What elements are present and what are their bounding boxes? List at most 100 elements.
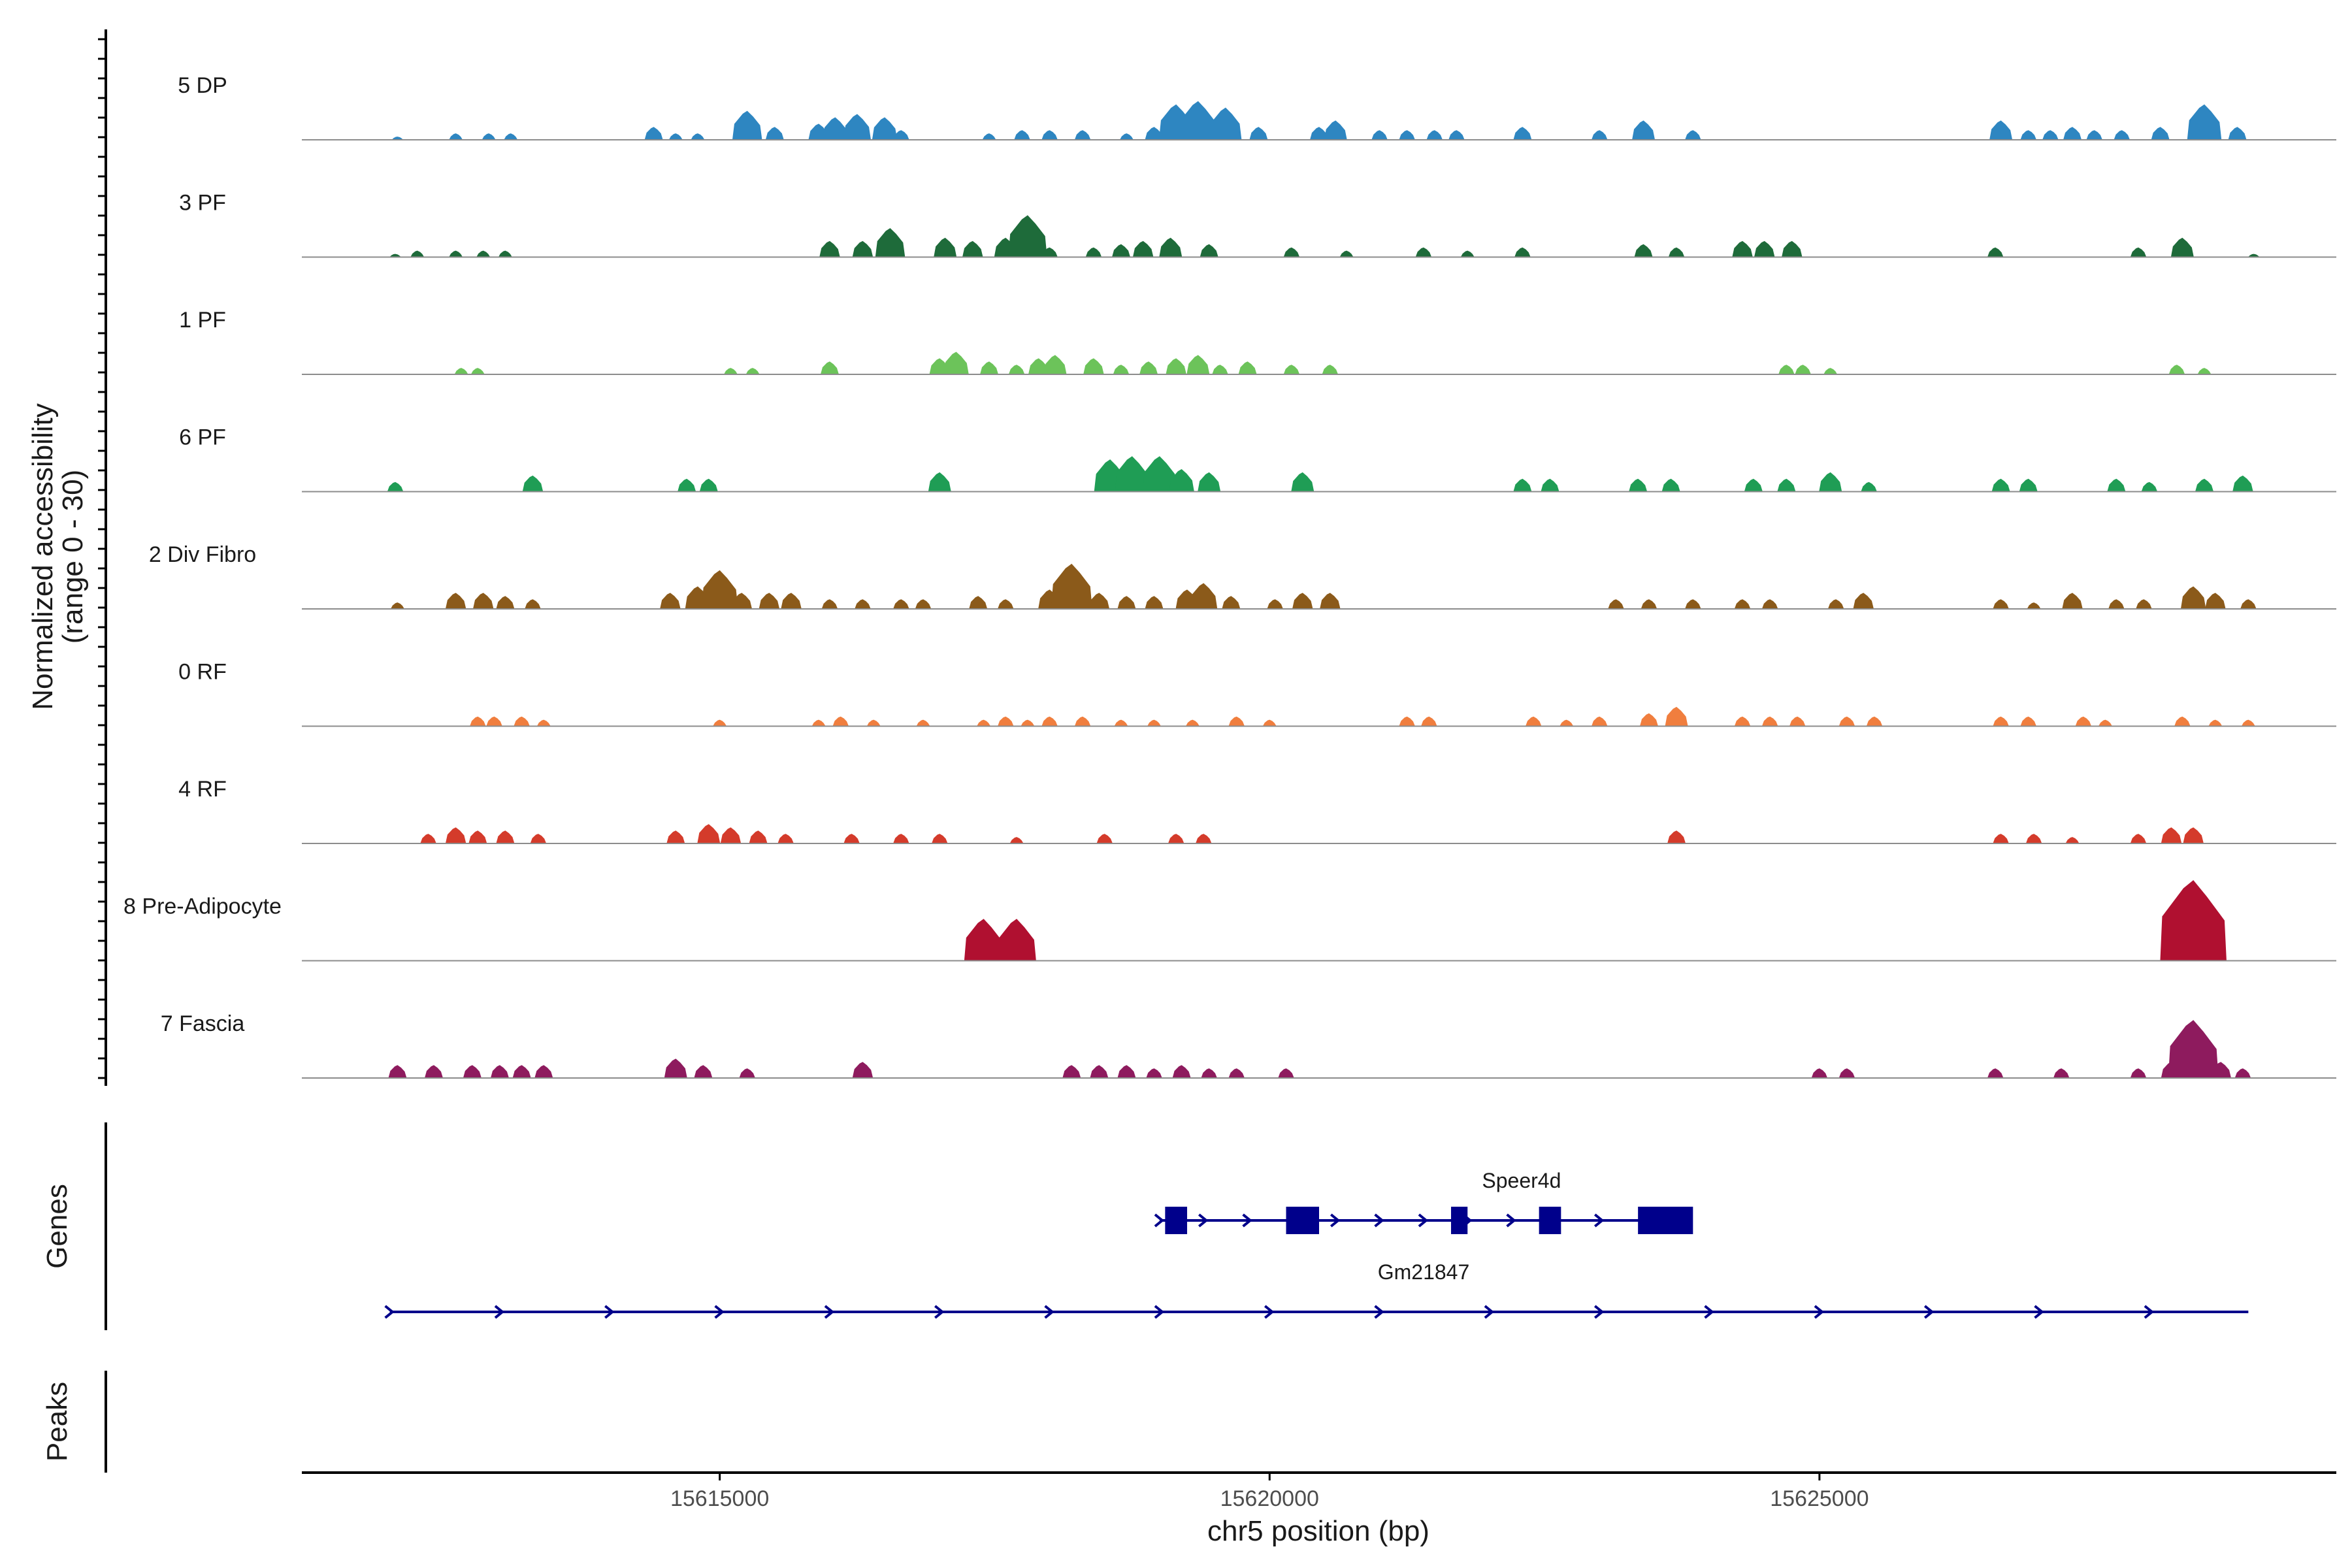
accessibility-peak — [1761, 599, 1778, 609]
strand-arrow — [1506, 1213, 1516, 1228]
accessibility-peak — [1267, 599, 1283, 609]
accessibility-peak — [391, 137, 404, 140]
accessibility-peak — [2174, 716, 2191, 727]
accessibility-peak — [498, 250, 512, 257]
gene-gm21847: Gm21847 — [384, 1260, 2249, 1319]
accessibility-peak — [2183, 827, 2204, 843]
accessibility-peak — [1639, 713, 1658, 727]
x-tick-label: 15620000 — [1220, 1486, 1319, 1511]
accessibility-peak — [1146, 1068, 1162, 1078]
accessibility-peak — [2168, 1020, 2219, 1078]
accessibility-peak — [2130, 247, 2147, 257]
accessibility-peak — [2053, 1068, 2070, 1078]
accessibility-peak — [2065, 837, 2080, 843]
accessibility-peak — [490, 1065, 509, 1078]
accessibility-peak — [1249, 127, 1268, 140]
accessibility-peak — [723, 368, 738, 374]
accessibility-peak — [2180, 586, 2206, 609]
accessibility-peak — [928, 472, 951, 492]
accessibility-peak — [852, 1062, 874, 1078]
accessibility-peak — [1399, 130, 1415, 140]
accessibility-peak — [1291, 472, 1315, 492]
accessibility-peak — [1513, 478, 1532, 492]
accessibility-peak — [1665, 706, 1688, 727]
accessibility-peak — [739, 1068, 755, 1078]
accessibility-peak — [1008, 365, 1025, 374]
accessibility-peak — [1987, 247, 2004, 257]
accessibility-peak — [1629, 478, 1648, 492]
accessibility-peak — [1145, 127, 1164, 140]
accessibility-peak — [504, 133, 518, 140]
accessibility-peak — [1119, 133, 1134, 140]
accessibility-peak — [2208, 719, 2223, 727]
accessibility-peak — [1179, 101, 1217, 140]
accessibility-peak — [468, 830, 487, 843]
accessibility-peak — [1310, 127, 1328, 140]
accessibility-peak — [1667, 830, 1686, 843]
strand-arrow — [2144, 1305, 2155, 1319]
accessibility-peak — [998, 716, 1014, 727]
gene-exon — [1165, 1207, 1188, 1234]
accessibility-peak — [2240, 599, 2257, 609]
accessibility-peak — [2228, 127, 2247, 140]
accessibility-peak — [1085, 247, 1102, 257]
accessibility-peak — [2168, 365, 2185, 374]
accessibility-peak — [731, 593, 753, 609]
y-axis-title-line1: Normalized accessibility — [27, 403, 59, 710]
accessibility-peak — [1142, 456, 1177, 492]
accessibility-peak — [821, 599, 838, 609]
accessibility-peak — [1641, 599, 1658, 609]
accessibility-peak — [977, 719, 991, 727]
accessibility-peak — [2187, 104, 2222, 140]
accessibility-peak — [2234, 1068, 2251, 1078]
track-label: 7 Fascia — [161, 1011, 245, 1036]
strand-arrow — [604, 1305, 615, 1319]
accessibility-peak — [2151, 127, 2170, 140]
accessibility-peak — [1778, 365, 1795, 374]
accessibility-peak — [1117, 1065, 1136, 1078]
accessibility-peak — [2205, 593, 2226, 609]
gene-name-label: Gm21847 — [1378, 1260, 1470, 1284]
accessibility-peak — [678, 478, 696, 492]
accessibility-peak — [1426, 130, 1443, 140]
accessibility-peak — [1993, 834, 2009, 843]
accessibility-peak — [1320, 593, 1341, 609]
accessibility-peak — [1661, 478, 1680, 492]
accessibility-peak — [1734, 599, 1751, 609]
accessibility-peak — [1838, 1068, 1855, 1078]
accessibility-peak — [1021, 719, 1035, 727]
accessibility-peak — [644, 127, 663, 140]
strand-arrow — [1242, 1213, 1252, 1228]
y-axis-title: Normalized accessibility (range 0 - 30) — [27, 403, 89, 710]
accessibility-peak — [1043, 355, 1067, 374]
strand-arrow — [1814, 1305, 1825, 1319]
accessibility-peak — [1169, 468, 1194, 492]
accessibility-peak — [1448, 130, 1465, 140]
accessibility-peak — [1014, 130, 1030, 140]
accessibility-peak — [1993, 716, 2009, 727]
accessibility-peak — [1838, 716, 1855, 727]
accessibility-peak — [1062, 1065, 1081, 1078]
track-4-rf: 4 RF — [178, 777, 2336, 844]
accessibility-peak — [2025, 834, 2042, 843]
accessibility-peak — [893, 130, 909, 140]
accessibility-peak — [1139, 361, 1158, 374]
accessibility-peak — [749, 830, 768, 843]
accessibility-peak — [1734, 716, 1751, 727]
accessibility-peak — [1322, 365, 1339, 374]
accessibility-peak — [691, 133, 705, 140]
accessibility-peak — [445, 827, 466, 843]
accessibility-peak — [1009, 837, 1024, 843]
accessibility-peak — [1732, 240, 1753, 257]
track-8-pre-adipocyte: 8 Pre-Adipocyte — [123, 880, 2336, 962]
accessibility-peak — [390, 602, 404, 609]
accessibility-peak — [2210, 1062, 2232, 1078]
accessibility-peak — [522, 475, 544, 492]
accessibility-peak — [1339, 250, 1354, 257]
accessibility-peak — [463, 1065, 482, 1078]
track-label: 2 Div Fibro — [149, 542, 256, 567]
accessibility-peak — [1991, 478, 2010, 492]
accessibility-peak — [1114, 719, 1128, 727]
accessibility-peak — [2020, 716, 2036, 727]
accessibility-peak — [745, 368, 760, 374]
